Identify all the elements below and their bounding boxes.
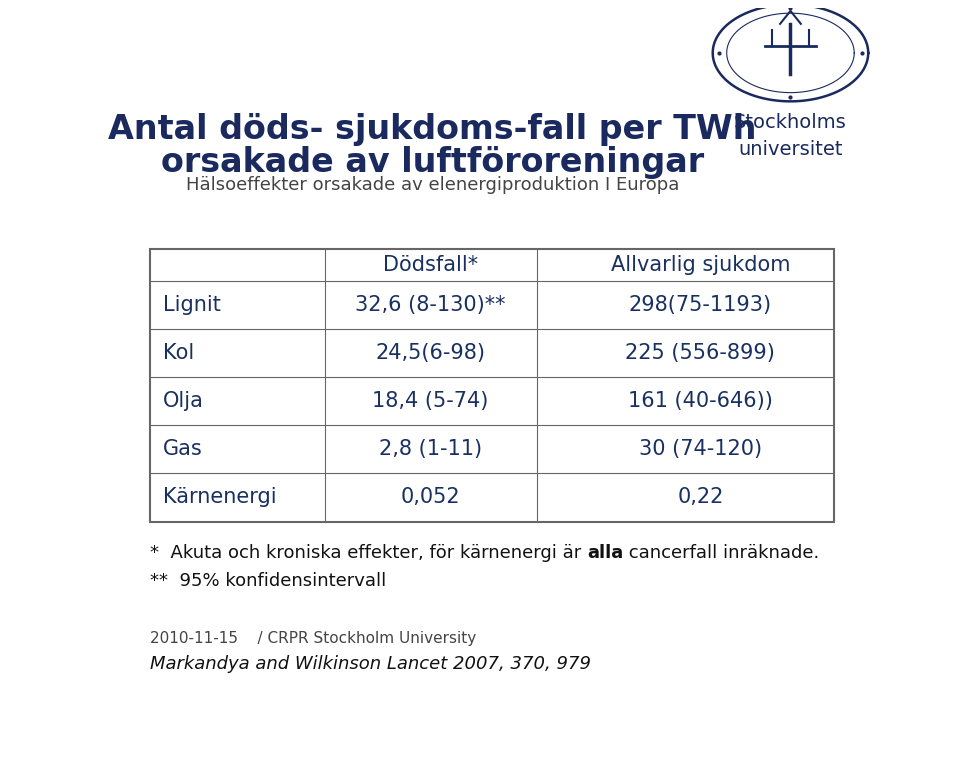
Text: Gas: Gas bbox=[163, 439, 203, 459]
Text: alla: alla bbox=[587, 544, 623, 562]
Bar bbox=[150, 249, 834, 521]
Text: Lignit: Lignit bbox=[163, 295, 221, 315]
Text: **  95% konfidensintervall: ** 95% konfidensintervall bbox=[150, 572, 386, 591]
Text: Antal döds- sjukdoms-fall per TWh: Antal döds- sjukdoms-fall per TWh bbox=[108, 113, 756, 146]
Text: 161 (40-646)): 161 (40-646)) bbox=[628, 391, 773, 411]
Text: orsakade av luftföroreningar: orsakade av luftföroreningar bbox=[161, 145, 704, 178]
Text: 2,8 (1-11): 2,8 (1-11) bbox=[379, 439, 482, 459]
Text: Kärnenergi: Kärnenergi bbox=[163, 488, 276, 508]
Text: 0,052: 0,052 bbox=[401, 488, 461, 508]
Text: 24,5(6-98): 24,5(6-98) bbox=[375, 343, 486, 363]
Text: 298(75-1193): 298(75-1193) bbox=[629, 295, 772, 315]
Text: 32,6 (8-130)**: 32,6 (8-130)** bbox=[355, 295, 506, 315]
Text: 2010-11-15    / CRPR Stockholm University: 2010-11-15 / CRPR Stockholm University bbox=[150, 631, 476, 646]
Text: Olja: Olja bbox=[163, 391, 204, 411]
Text: 18,4 (5-74): 18,4 (5-74) bbox=[372, 391, 489, 411]
Text: *  Akuta och kroniska effekter, för kärnenergi är: * Akuta och kroniska effekter, för kärne… bbox=[150, 544, 587, 562]
Text: Allvarlig sjukdom: Allvarlig sjukdom bbox=[611, 255, 790, 275]
Text: Hälsoeffekter orsakade av elenergiproduktion I Europa: Hälsoeffekter orsakade av elenergiproduk… bbox=[186, 176, 679, 195]
Text: Markandya and Wilkinson Lancet 2007, 370, 979: Markandya and Wilkinson Lancet 2007, 370… bbox=[150, 655, 590, 673]
Text: cancerfall inräknade.: cancerfall inräknade. bbox=[623, 544, 819, 562]
Text: 225 (556-899): 225 (556-899) bbox=[625, 343, 776, 363]
Text: Stockholms: Stockholms bbox=[734, 112, 847, 131]
Text: Dödsfall*: Dödsfall* bbox=[383, 255, 478, 275]
Text: 30 (74-120): 30 (74-120) bbox=[638, 439, 762, 459]
Text: 0,22: 0,22 bbox=[677, 488, 724, 508]
Text: Kol: Kol bbox=[163, 343, 195, 363]
Text: universitet: universitet bbox=[738, 140, 843, 159]
